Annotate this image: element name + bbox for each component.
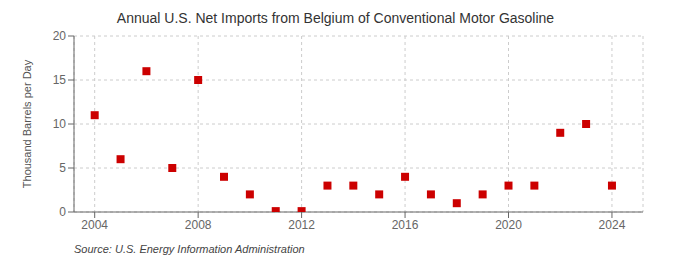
svg-text:2020: 2020 (495, 218, 522, 232)
svg-text:2016: 2016 (392, 218, 419, 232)
svg-text:2008: 2008 (185, 218, 212, 232)
svg-text:0: 0 (59, 205, 66, 219)
svg-text:5: 5 (59, 161, 66, 175)
html-text:Source: U.S. Energy Informatio: Source: U.S. Energy Information Administ… (74, 243, 305, 255)
html-text:Annual U.S. Net Imports from B: Annual U.S. Net Imports from Belgium of … (116, 10, 555, 26)
svg-text:Thousand Barrels per Day: Thousand Barrels per Day (21, 59, 33, 188)
svg-text:2012: 2012 (288, 218, 315, 232)
svg-text:2004: 2004 (81, 218, 108, 232)
svg-text:10: 10 (53, 117, 67, 131)
svg-text:20: 20 (53, 29, 67, 43)
svg-text:15: 15 (53, 73, 67, 87)
svg-text:2024: 2024 (599, 218, 626, 232)
